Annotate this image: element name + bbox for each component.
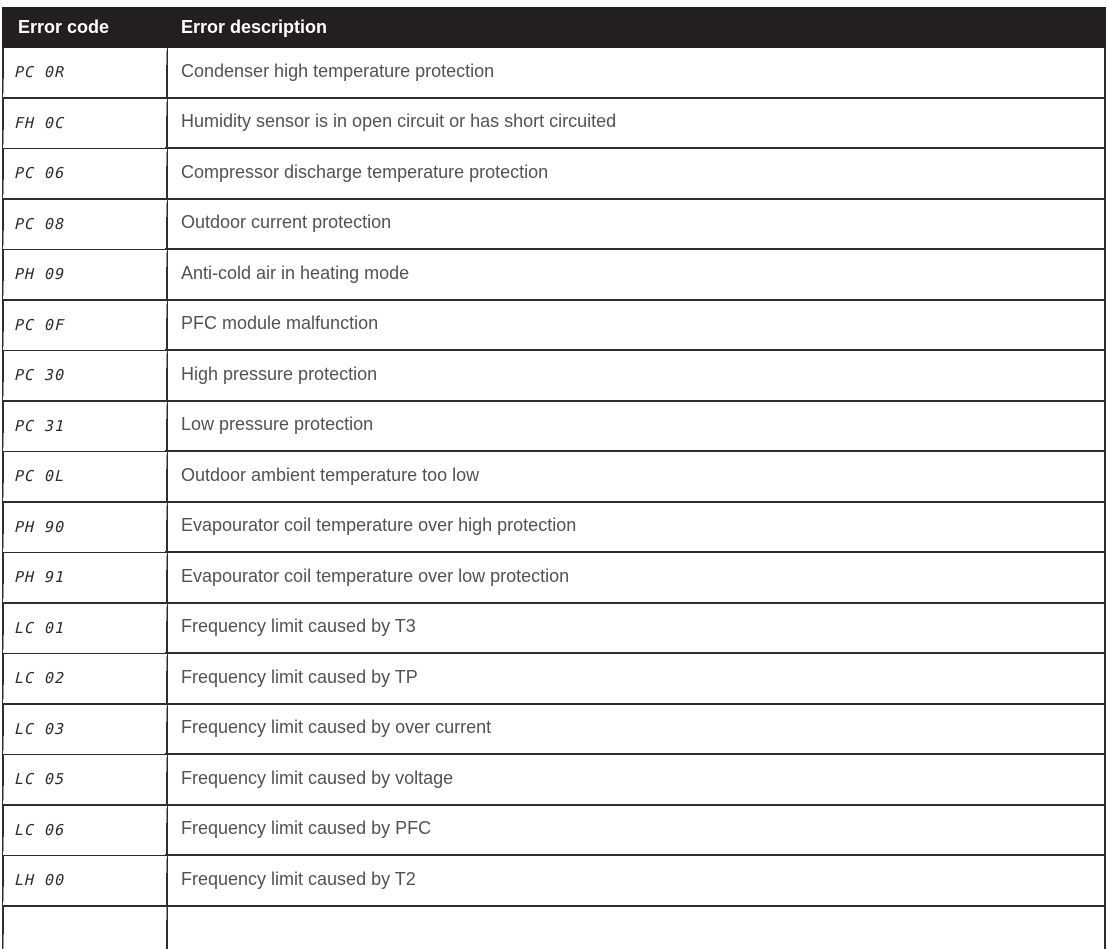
header-error-description: Error description [166,7,1106,48]
manual-page: Error code Error description PC 0R Conden… [2,7,1106,949]
error-code-cell: LC 01 [2,602,168,653]
error-description-cell: Humidity sensor is in open circuit or ha… [166,96,1106,149]
table-row: LC 06 Frequency limit caused by PFC [2,803,1106,856]
error-code-cell [2,905,168,949]
table-row: PC 06 Compressor discharge temperature pr… [2,147,1106,200]
error-description-cell: Frequency limit caused by TP [166,652,1106,705]
table-row: LH 00 Frequency limit caused by T2 [2,854,1106,907]
table-row: PC 0F PFC module malfunction [2,298,1106,351]
error-code-cell: PC 30 [2,350,168,401]
error-description-cell: Frequency limit caused by T3 [166,601,1106,654]
error-code-cell: PC 06 [2,148,168,199]
table-row: LC 02 Frequency limit caused by TP [2,652,1106,705]
error-code-cell: LH 00 [2,855,168,906]
error-description-cell: Compressor discharge temperature protect… [166,147,1106,200]
header-error-code: Error code [2,7,168,48]
error-code-cell: PC 08 [2,198,168,249]
error-code-cell: PC 0R [2,47,168,98]
error-description-cell: Frequency limit caused by T2 [166,854,1106,907]
error-description-cell: Frequency limit caused by voltage [166,753,1106,806]
error-code-cell: PC 0L [2,451,168,502]
error-description-cell: Evapourator coil temperature over low pr… [166,551,1106,604]
error-description-cell [166,904,1106,949]
table-row: PH 91 Evapourator coil temperature over l… [2,551,1106,604]
table-row: PC 30 High pressure protection [2,349,1106,402]
error-code-cell: LC 03 [2,703,168,754]
table-row-partial [2,904,1106,949]
error-description-cell: PFC module malfunction [166,298,1106,351]
error-code-cell: FH 0C [2,97,168,148]
table-row: LC 05 Frequency limit caused by voltage [2,753,1106,806]
table-row: PC 31 Low pressure protection [2,399,1106,452]
table-header-row: Error code Error description [2,7,1106,48]
error-code-cell: LC 02 [2,653,168,704]
table-row: PC 0R Condenser high temperature protecti… [2,46,1106,99]
error-code-cell: PH 09 [2,249,168,300]
error-code-cell: PC 31 [2,400,168,451]
table-row: FH 0C Humidity sensor is in open circuit … [2,96,1106,149]
table-header: Error code Error description [2,7,1106,48]
table-row: PC 0L Outdoor ambient temperature too low [2,450,1106,503]
table-body: PC 0R Condenser high temperature protecti… [2,46,1106,949]
error-description-cell: Low pressure protection [166,399,1106,452]
error-description-cell: Outdoor current protection [166,197,1106,250]
table-row: LC 01 Frequency limit caused by T3 [2,601,1106,654]
table-row: LC 03 Frequency limit caused by over curr… [2,702,1106,755]
table-row: PH 90 Evapourator coil temperature over h… [2,500,1106,553]
error-code-cell: LC 06 [2,804,168,855]
error-description-cell: Frequency limit caused by PFC [166,803,1106,856]
error-description-cell: High pressure protection [166,349,1106,402]
error-code-cell: LC 05 [2,754,168,805]
table-row: PH 09 Anti-cold air in heating mode [2,248,1106,301]
table-row: PC 08 Outdoor current protection [2,197,1106,250]
error-code-cell: PH 91 [2,552,168,603]
error-code-cell: PH 90 [2,501,168,552]
error-description-cell: Condenser high temperature protection [166,46,1106,99]
error-code-cell: PC 0F [2,299,168,350]
error-description-cell: Outdoor ambient temperature too low [166,450,1106,503]
error-description-cell: Anti-cold air in heating mode [166,248,1106,301]
error-description-cell: Frequency limit caused by over current [166,702,1106,755]
error-code-table: Error code Error description PC 0R Conden… [2,7,1106,949]
error-description-cell: Evapourator coil temperature over high p… [166,500,1106,553]
